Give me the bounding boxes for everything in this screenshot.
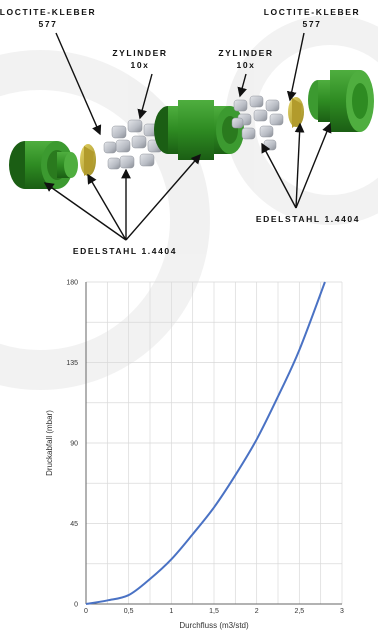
x-tick-label: 3 — [340, 608, 344, 615]
right-cylinders — [231, 95, 284, 151]
edelstahl-right-label: EDELSTAHL 1.4404 — [256, 214, 360, 224]
zylinder-right-label-line1: ZYLINDER — [218, 48, 273, 58]
x-axis-label: Durchfluss (m3/std) — [179, 621, 249, 630]
middle-body — [154, 100, 244, 160]
callout-labels: LOCTITE-KLEBER 577 ZYLINDER 10x ZYLINDER… — [0, 7, 361, 256]
x-tick-label: 2 — [255, 608, 259, 615]
zylinder-left-label-line1: ZYLINDER — [112, 48, 167, 58]
chart-grid — [85, 281, 343, 605]
y-tick-label: 0 — [74, 602, 78, 609]
loctite-left-label-line1: LOCTITE-KLEBER — [0, 7, 96, 17]
zylinder-left-label-line2: 10x — [131, 60, 150, 70]
zylinder-right-label-line2: 10x — [237, 60, 256, 70]
left-gold-insert — [80, 144, 96, 176]
right-gold-insert — [288, 97, 304, 128]
loctite-right-label-line1: LOCTITE-KLEBER — [264, 7, 361, 17]
left-cylinders — [103, 119, 163, 170]
loctite-right-label-line2: 577 — [303, 19, 322, 29]
y-tick-label: 180 — [66, 280, 78, 287]
edelstahl-bottom-label: EDELSTAHL 1.4404 — [73, 246, 177, 256]
chart-series — [85, 281, 326, 605]
y-tick-label: 90 — [70, 441, 78, 448]
y-tick-label: 45 — [70, 521, 78, 528]
right-end-cap — [308, 70, 374, 132]
pressure-drop-chart: 0 0,5 1 1,5 2 2,5 3 0 45 90 135 180 Durchfluss (m3/… — [45, 280, 344, 631]
chart-tick-labels: 0 0,5 1 1,5 2 2,5 3 0 45 90 135 180 — [66, 280, 344, 616]
chart-axes — [85, 282, 342, 605]
x-tick-label: 0,5 — [124, 608, 134, 615]
x-tick-label: 1 — [169, 608, 173, 615]
left-end-cap — [9, 141, 78, 189]
x-tick-label: 0 — [84, 608, 88, 615]
loctite-left-label-line2: 577 — [39, 19, 58, 29]
x-tick-label: 1,5 — [209, 608, 219, 615]
exploded-assembly — [9, 70, 374, 189]
y-axis-label: Druckabfall (mbar) — [45, 410, 54, 476]
x-tick-label: 2,5 — [294, 608, 304, 615]
callout-arrows — [43, 32, 332, 241]
y-tick-label: 135 — [66, 360, 78, 367]
series-line — [85, 281, 326, 605]
